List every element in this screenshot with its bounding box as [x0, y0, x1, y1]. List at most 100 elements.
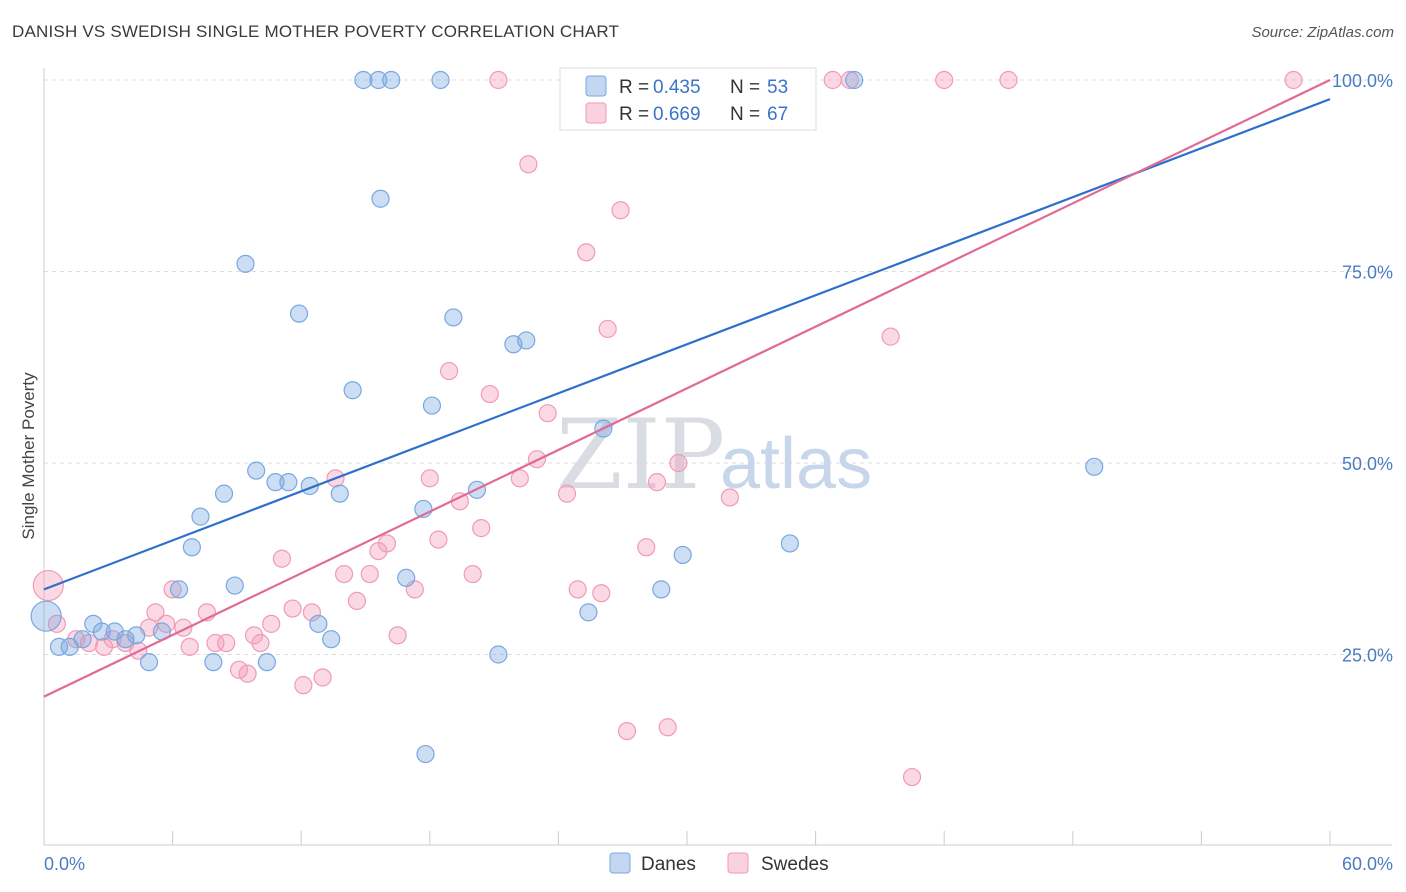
danes-point: [322, 630, 341, 649]
danes-point: [49, 637, 69, 656]
danes-point: [416, 744, 435, 764]
chart-title: DANISH VS SWEDISH SINGLE MOTHER POVERTY …: [12, 22, 620, 41]
swedes-point: [669, 453, 688, 473]
legend-swatch-swedes: [585, 102, 607, 124]
danes-point: [444, 308, 463, 327]
swedes-points: [32, 70, 1303, 787]
legend-danes-n-label: N =: [730, 77, 760, 98]
trend-lines: [43, 79, 1331, 698]
legend-box: R = 0.435 N = 53 R = 0.669 N = 67: [559, 67, 817, 131]
swedes-point: [598, 319, 617, 339]
swedes-point: [229, 660, 249, 679]
swedes-point: [420, 469, 439, 488]
axes: [43, 68, 1392, 846]
legend-swedes-r-value: 0.669: [653, 104, 701, 125]
swedes-point: [262, 614, 281, 633]
danes-point: [30, 600, 62, 632]
y-tick-label: 100.0%: [1332, 71, 1393, 91]
swedes-point: [1284, 70, 1303, 90]
y-tick-labels: 25.0% 50.0% 75.0% 100.0%: [1332, 71, 1393, 666]
danes-point: [214, 484, 234, 503]
swedes-point: [313, 668, 332, 687]
swedes-point: [238, 664, 257, 683]
swedes-point: [935, 70, 954, 90]
danes-point: [369, 70, 388, 90]
danes-point: [579, 603, 598, 622]
danes-point: [422, 396, 442, 415]
x-tick-label-min: 0.0%: [44, 854, 85, 874]
swedes-point: [439, 361, 459, 381]
swedes-point: [463, 564, 482, 584]
swedes-point: [217, 633, 236, 653]
danes-point: [652, 580, 671, 599]
swedes-point: [334, 564, 354, 584]
swedes-point: [647, 473, 667, 492]
danes-point: [431, 70, 450, 90]
danes-point: [225, 576, 244, 595]
grid-lines: [44, 79, 1392, 655]
danes-point: [673, 545, 692, 565]
swedes-point: [272, 549, 292, 568]
bottom-legend-danes: Danes: [641, 854, 696, 875]
swedes-point: [480, 384, 499, 404]
swedes-point: [472, 519, 491, 538]
swedes-point: [538, 404, 557, 423]
swedes-point: [999, 70, 1018, 90]
swedes-point: [617, 721, 637, 741]
swedes-point: [611, 201, 630, 220]
danes-point: [236, 254, 255, 273]
danes-point: [330, 484, 349, 503]
danes-point: [169, 580, 189, 599]
danes-point: [266, 473, 285, 492]
bottom-legend-swatch-danes: [609, 852, 631, 874]
danes-point: [73, 630, 92, 649]
danes-point: [382, 70, 401, 90]
watermark-atlas: atlas: [720, 424, 872, 504]
swedes-point: [577, 243, 596, 262]
swedes-point: [568, 580, 587, 599]
swedes-point: [823, 70, 842, 90]
y-tick-label: 75.0%: [1342, 263, 1393, 283]
swedes-point: [557, 484, 577, 503]
source-label: Source: ZipAtlas.com: [1251, 24, 1394, 41]
danes-point: [780, 534, 799, 553]
y-tick-label: 50.0%: [1342, 454, 1393, 474]
danes-point: [397, 568, 416, 588]
danes-point: [247, 461, 266, 480]
swedes-point: [510, 469, 529, 488]
bottom-legend-swatch-swedes: [727, 852, 749, 874]
swedes-point: [881, 327, 900, 346]
legend-danes-r-label: R =: [619, 77, 649, 98]
swedes-point: [360, 564, 379, 584]
swedes-point: [180, 637, 199, 656]
swedes-point: [840, 70, 859, 90]
danes-point: [182, 538, 201, 557]
swedes-point: [429, 530, 448, 549]
danes-point: [116, 630, 135, 649]
danes-point: [191, 507, 210, 526]
legend-swedes-n-label: N =: [730, 104, 760, 125]
swedes-point: [592, 584, 611, 603]
swedes-point: [32, 569, 64, 602]
x-tick-label-max: 60.0%: [1342, 854, 1393, 874]
swedes-point: [206, 633, 225, 653]
danes-point: [139, 653, 159, 672]
danes-point: [371, 189, 390, 208]
danes-point: [354, 70, 373, 90]
swedes-point: [377, 534, 397, 553]
legend-danes-n-value: 53: [767, 77, 788, 98]
swedes-point: [283, 599, 302, 618]
danes-point: [92, 622, 111, 641]
legend-danes-r-value: 0.435: [653, 77, 701, 98]
swedes-point: [347, 591, 367, 610]
danes-point: [489, 645, 508, 664]
swedes-point: [902, 767, 922, 787]
legend-swedes-n-value: 67: [767, 104, 788, 125]
watermark-zip: ZIP: [556, 399, 725, 511]
y-axis-label: Single Mother Poverty: [19, 372, 38, 540]
danes-point: [1085, 457, 1104, 476]
y-tick-label: 25.0%: [1342, 646, 1393, 666]
danes-point: [279, 473, 298, 492]
legend-swatch-danes: [585, 75, 607, 97]
